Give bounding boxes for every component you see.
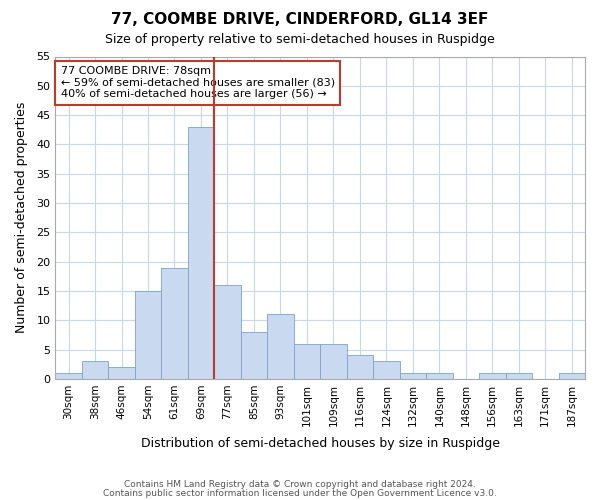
Bar: [214, 285, 241, 379]
Bar: [55, 373, 82, 379]
Bar: [82, 362, 108, 379]
Bar: [347, 356, 373, 379]
Bar: [267, 314, 293, 379]
Bar: [161, 268, 188, 379]
Bar: [135, 291, 161, 379]
Text: Size of property relative to semi-detached houses in Ruspidge: Size of property relative to semi-detach…: [105, 32, 495, 46]
Y-axis label: Number of semi-detached properties: Number of semi-detached properties: [15, 102, 28, 334]
Text: 77, COOMBE DRIVE, CINDERFORD, GL14 3EF: 77, COOMBE DRIVE, CINDERFORD, GL14 3EF: [112, 12, 488, 28]
Bar: [426, 373, 452, 379]
Bar: [400, 373, 426, 379]
Text: Contains HM Land Registry data © Crown copyright and database right 2024.: Contains HM Land Registry data © Crown c…: [124, 480, 476, 489]
Bar: [188, 127, 214, 379]
Bar: [241, 332, 267, 379]
Bar: [373, 362, 400, 379]
Bar: [293, 344, 320, 379]
Bar: [559, 373, 585, 379]
Bar: [506, 373, 532, 379]
Bar: [320, 344, 347, 379]
Bar: [108, 367, 135, 379]
Bar: [479, 373, 506, 379]
Text: Contains public sector information licensed under the Open Government Licence v3: Contains public sector information licen…: [103, 488, 497, 498]
Text: 77 COOMBE DRIVE: 78sqm
← 59% of semi-detached houses are smaller (83)
40% of sem: 77 COOMBE DRIVE: 78sqm ← 59% of semi-det…: [61, 66, 335, 100]
X-axis label: Distribution of semi-detached houses by size in Ruspidge: Distribution of semi-detached houses by …: [140, 437, 500, 450]
